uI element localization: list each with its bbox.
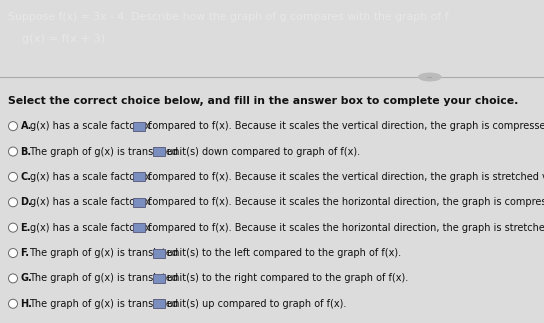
Text: unit(s) to the left compared to the graph of f(x).: unit(s) to the left compared to the grap…	[167, 248, 401, 258]
Circle shape	[9, 147, 17, 156]
Circle shape	[9, 248, 17, 257]
Text: compared to f(x). Because it scales the horizontal direction, the graph is compr: compared to f(x). Because it scales the …	[147, 197, 544, 207]
Text: compared to f(x). Because it scales the vertical direction, the graph is stretch: compared to f(x). Because it scales the …	[147, 172, 544, 182]
Text: Suppose f(x) = 3x - 4. Describe how the graph of g compares with the graph of f.: Suppose f(x) = 3x - 4. Describe how the …	[8, 12, 452, 22]
FancyBboxPatch shape	[153, 248, 165, 257]
Text: compared to f(x). Because it scales the vertical direction, the graph is compres: compared to f(x). Because it scales the …	[147, 121, 544, 131]
Circle shape	[9, 274, 17, 283]
Circle shape	[9, 172, 17, 182]
Text: unit(s) to the right compared to the graph of f(x).: unit(s) to the right compared to the gra…	[167, 273, 408, 283]
FancyBboxPatch shape	[133, 172, 145, 182]
FancyBboxPatch shape	[153, 147, 165, 156]
Text: The graph of g(x) is translated: The graph of g(x) is translated	[29, 248, 178, 258]
FancyBboxPatch shape	[153, 299, 165, 308]
Circle shape	[9, 223, 17, 232]
Text: C.: C.	[21, 172, 32, 182]
Text: g(x) = f(x + 3): g(x) = f(x + 3)	[22, 34, 105, 44]
Text: The graph of g(x) is translated: The graph of g(x) is translated	[29, 299, 178, 309]
Circle shape	[9, 299, 17, 308]
Text: compared to f(x). Because it scales the horizontal direction, the graph is stret: compared to f(x). Because it scales the …	[147, 223, 544, 233]
Text: Select the correct choice below, and fill in the answer box to complete your cho: Select the correct choice below, and fil…	[8, 96, 518, 106]
Text: A.: A.	[21, 121, 32, 131]
FancyBboxPatch shape	[133, 198, 145, 207]
Text: g(x) has a scale factor of: g(x) has a scale factor of	[29, 197, 151, 207]
FancyBboxPatch shape	[133, 122, 145, 130]
Text: unit(s) up compared to graph of f(x).: unit(s) up compared to graph of f(x).	[167, 299, 347, 309]
FancyBboxPatch shape	[133, 223, 145, 232]
Circle shape	[9, 198, 17, 207]
Text: g(x) has a scale factor of: g(x) has a scale factor of	[29, 172, 151, 182]
Ellipse shape	[419, 73, 441, 81]
Text: G.: G.	[21, 273, 32, 283]
Text: D.: D.	[21, 197, 32, 207]
Text: g(x) has a scale factor of: g(x) has a scale factor of	[29, 121, 151, 131]
Text: ...: ...	[426, 75, 433, 79]
FancyBboxPatch shape	[153, 274, 165, 283]
Text: The graph of g(x) is translated: The graph of g(x) is translated	[29, 147, 178, 157]
Text: B.: B.	[21, 147, 32, 157]
Text: The graph of g(x) is translated: The graph of g(x) is translated	[29, 273, 178, 283]
Text: g(x) has a scale factor of: g(x) has a scale factor of	[29, 223, 151, 233]
Text: unit(s) down compared to graph of f(x).: unit(s) down compared to graph of f(x).	[167, 147, 360, 157]
Circle shape	[9, 122, 17, 130]
Text: F.: F.	[21, 248, 29, 258]
Text: H.: H.	[21, 299, 33, 309]
Text: E.: E.	[21, 223, 31, 233]
